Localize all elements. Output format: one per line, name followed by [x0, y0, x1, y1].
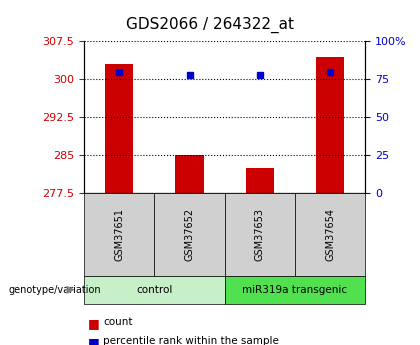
Bar	[105, 64, 133, 193]
Text: ■: ■	[88, 317, 100, 331]
Text: GSM37651: GSM37651	[114, 208, 124, 261]
Text: GDS2066 / 264322_at: GDS2066 / 264322_at	[126, 17, 294, 33]
Text: control: control	[136, 285, 173, 295]
Text: GSM37654: GSM37654	[325, 208, 335, 261]
Text: ■: ■	[88, 336, 100, 345]
Text: GSM37653: GSM37653	[255, 208, 265, 261]
Text: genotype/variation: genotype/variation	[8, 285, 101, 295]
Text: miR319a transgenic: miR319a transgenic	[242, 285, 348, 295]
Bar	[176, 155, 204, 193]
Bar	[246, 168, 274, 193]
Text: GSM37652: GSM37652	[184, 208, 194, 261]
Text: count: count	[103, 317, 132, 327]
Text: percentile rank within the sample: percentile rank within the sample	[103, 336, 279, 345]
Bar	[316, 57, 344, 193]
